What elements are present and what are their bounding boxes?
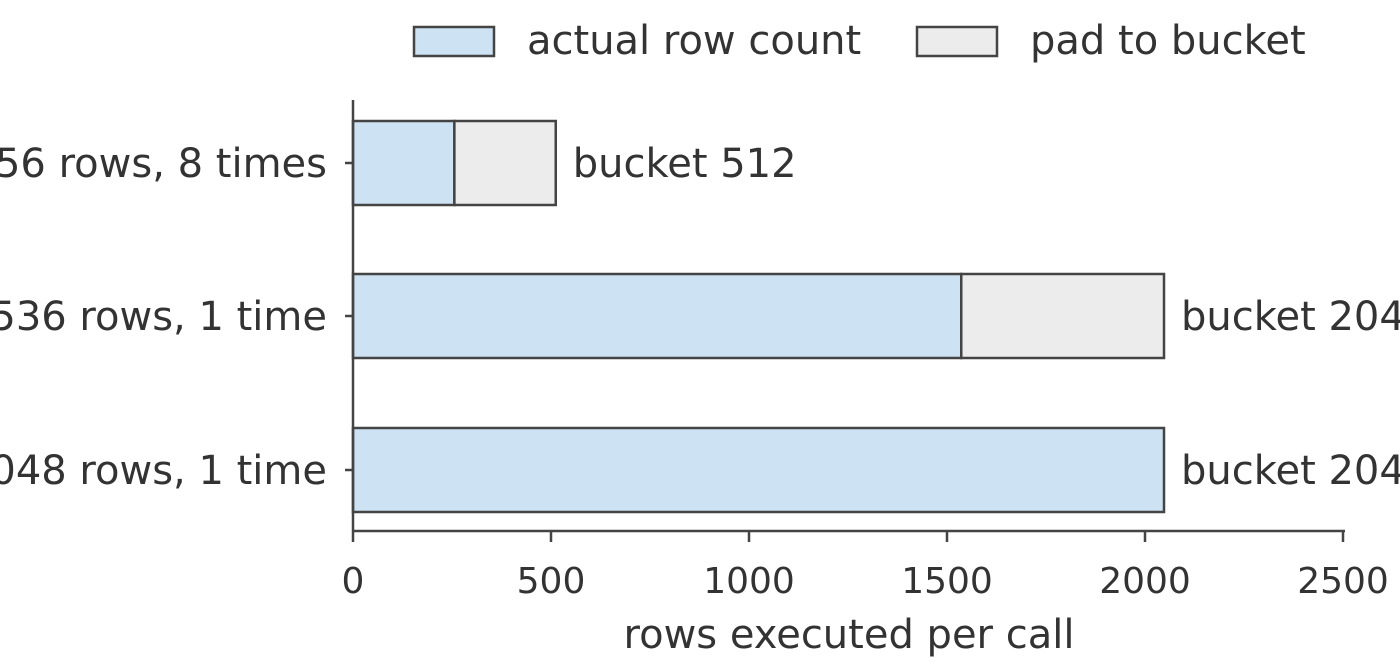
x-axis-label: rows executed per call: [624, 612, 1075, 658]
legend-swatch: [915, 25, 999, 58]
bar-segment-pad-1: [960, 272, 1166, 360]
y-category-label: 256 rows, 8 times: [0, 141, 327, 187]
x-tick-label: 2500: [1297, 561, 1389, 602]
y-category-label: 1536 rows, 1 time: [0, 294, 327, 340]
x-tick-label: 0: [342, 561, 365, 602]
x-tick-label: 2000: [1099, 561, 1191, 602]
x-ticks: 0 500 1000 1500 2000 2500: [342, 531, 1389, 602]
legend-label: pad to bucket: [1030, 18, 1306, 64]
bar-segment-actual-2: [351, 426, 1166, 514]
x-tick-label: 1000: [703, 561, 795, 602]
x-tick-label: 500: [517, 561, 586, 602]
x-tick-label: 1500: [901, 561, 993, 602]
bar-label: bucket 2048: [1181, 294, 1400, 340]
legend-swatch: [412, 25, 496, 58]
y-category-labels: 256 rows, 8 times 1536 rows, 1 time 2048 r…: [0, 141, 353, 494]
bar-segment-actual-0: [351, 119, 456, 207]
legend: actual row count pad to bucket: [412, 18, 1306, 64]
legend-label: actual row count: [527, 18, 861, 64]
bar-label: bucket 512: [573, 141, 797, 187]
y-category-label: 2048 rows, 1 time: [0, 448, 327, 494]
bar-label: bucket 2048: [1181, 448, 1400, 494]
bars: bucket 512 bucket 2048 bucket 2048: [351, 119, 1400, 514]
bar-segment-pad-0: [453, 119, 558, 207]
bar-segment-actual-1: [351, 272, 963, 360]
